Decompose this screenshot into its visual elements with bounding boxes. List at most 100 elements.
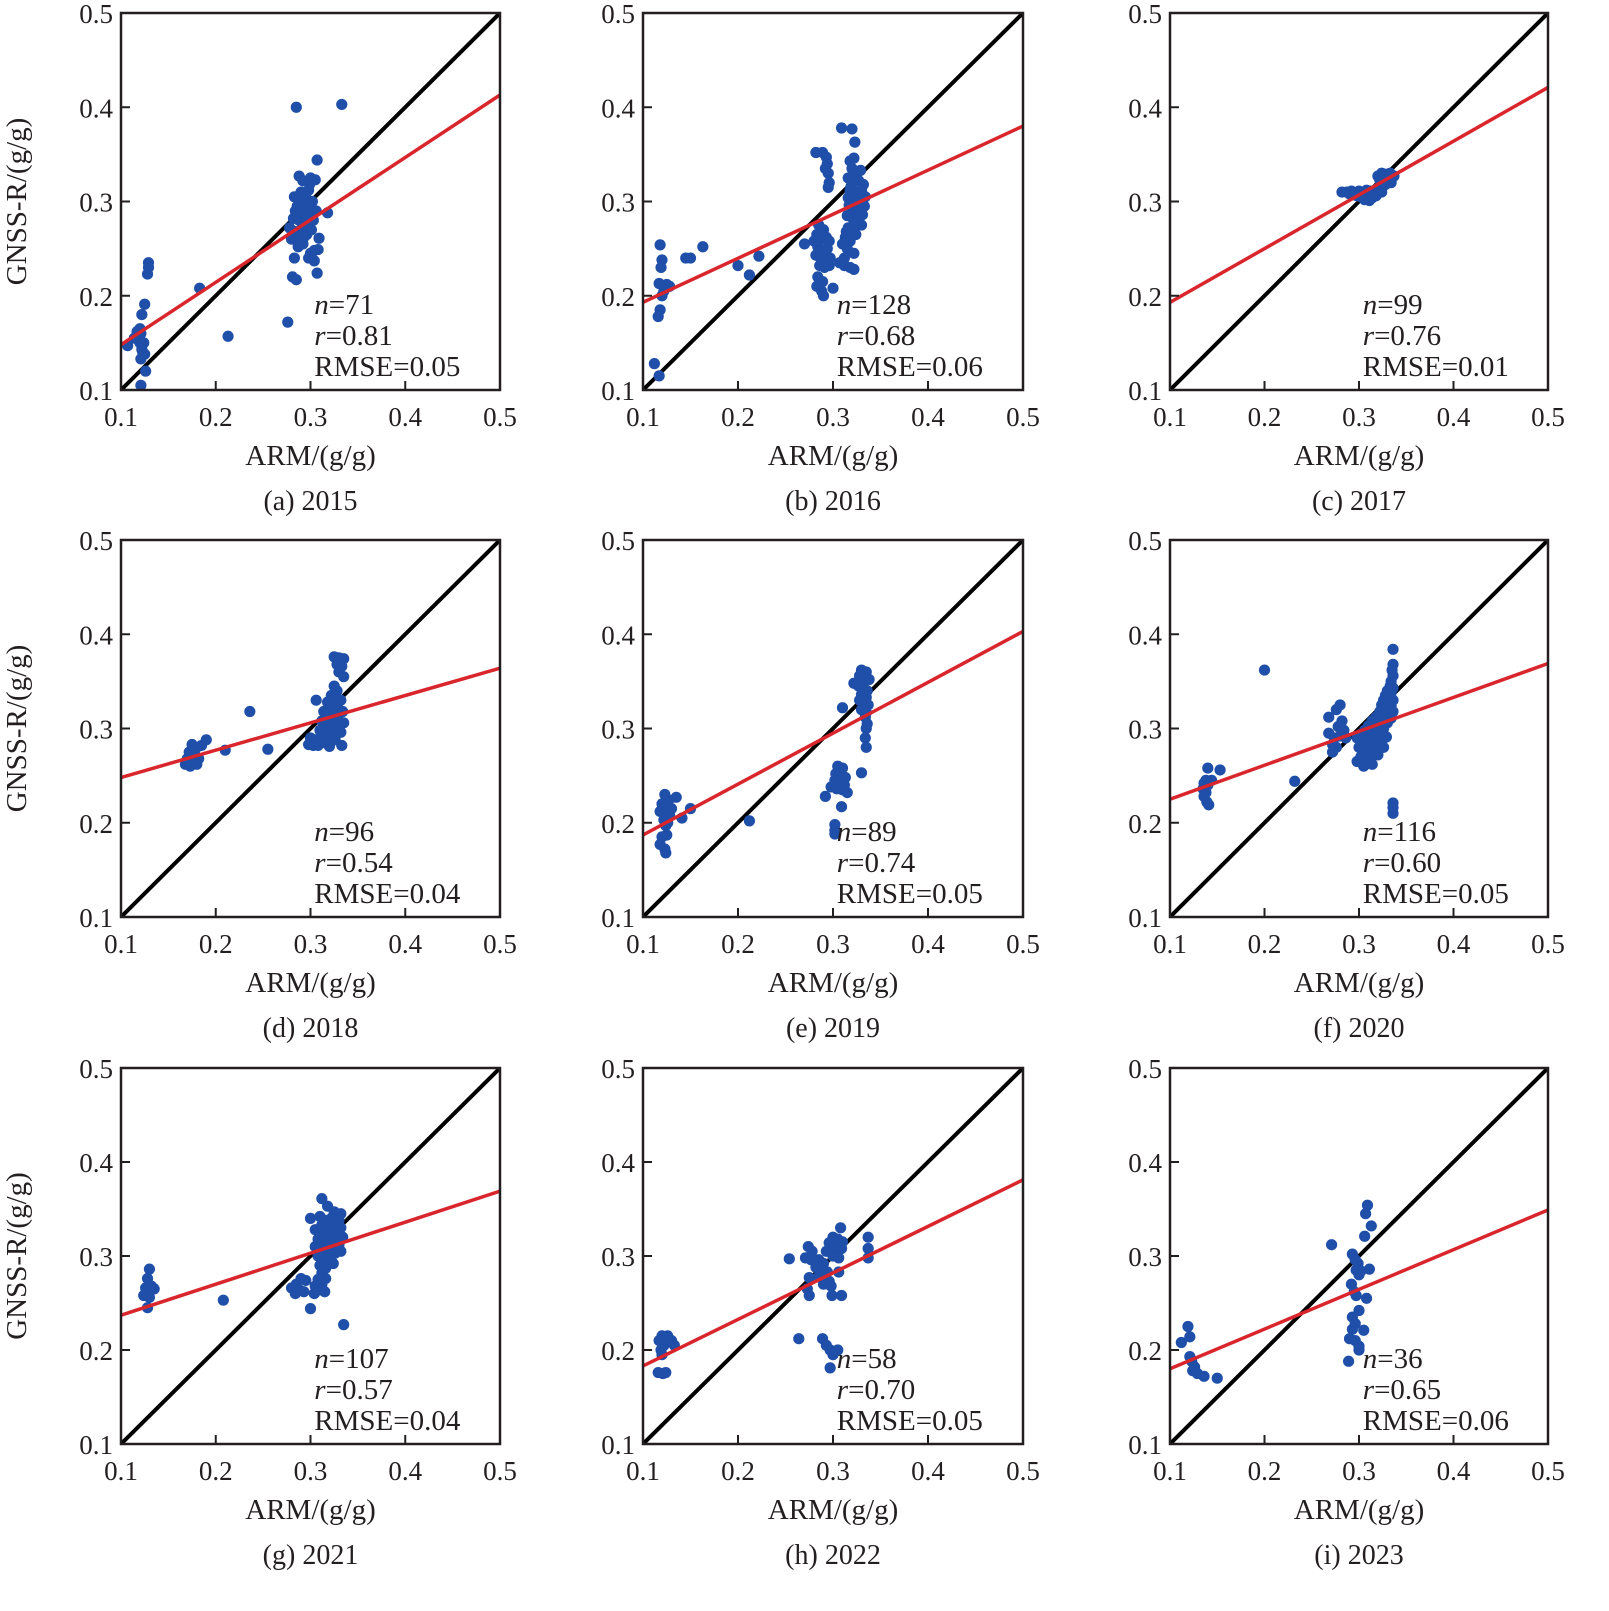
data-point — [821, 243, 833, 255]
data-point — [143, 1263, 156, 1275]
data-point — [1377, 741, 1390, 753]
stat-rmse: RMSE=0.06 — [1363, 1405, 1509, 1437]
x-tick-label: 0.1 — [1153, 929, 1187, 959]
data-point — [1175, 1336, 1187, 1349]
stat-r: r=0.74 — [837, 847, 916, 879]
data-point — [143, 1291, 156, 1303]
x-axis-label: ARM/(g/g) — [245, 967, 376, 999]
data-point — [848, 247, 860, 259]
data-point — [827, 1349, 839, 1361]
x-axis-label: ARM/(g/g) — [1294, 440, 1425, 472]
y-tick-label: 0.3 — [79, 1242, 113, 1272]
x-tick-label: 0.3 — [1342, 929, 1376, 959]
stat-rmse: RMSE=0.01 — [1363, 351, 1509, 383]
data-point — [303, 252, 315, 264]
fit-line — [1170, 85, 1548, 304]
y-tick-label: 0.2 — [1128, 809, 1162, 839]
fit-line — [643, 629, 1023, 837]
data-point — [862, 1242, 874, 1255]
x-tick-label: 0.2 — [199, 1456, 233, 1486]
data-point — [305, 224, 318, 236]
data-point — [1359, 1230, 1371, 1242]
stat-r: r=0.76 — [1363, 320, 1441, 352]
data-point — [244, 705, 256, 718]
panel-caption: (e) 2019 — [786, 1013, 880, 1044]
data-point — [1182, 1320, 1194, 1333]
x-tick-label: 0.4 — [911, 1456, 945, 1486]
x-tick-label: 0.3 — [816, 929, 850, 959]
y-tick-label: 0.1 — [79, 376, 113, 406]
x-tick-label: 0.2 — [1248, 402, 1282, 432]
data-point — [141, 268, 154, 280]
x-tick-label: 0.4 — [388, 1456, 422, 1486]
panel-caption: (f) 2020 — [1314, 1013, 1405, 1044]
panel-caption: (a) 2015 — [263, 486, 357, 517]
data-point — [652, 310, 664, 323]
y-tick-label: 0.3 — [1128, 715, 1162, 745]
data-point — [1289, 775, 1301, 787]
fit-line — [1170, 661, 1548, 801]
stat-n: n=128 — [837, 289, 911, 321]
y-tick-label: 0.2 — [1128, 1336, 1162, 1366]
y-tick-label: 0.5 — [1128, 0, 1162, 29]
data-point — [304, 1212, 317, 1224]
data-point — [1323, 711, 1335, 723]
y-tick-label: 0.5 — [79, 526, 113, 556]
y-tick-label: 0.4 — [1128, 1148, 1162, 1178]
data-point — [298, 1286, 310, 1298]
data-point — [803, 1289, 815, 1302]
data-point — [846, 123, 858, 135]
y-tick-label: 0.4 — [79, 1148, 113, 1178]
panel-c: 0.1 0.2 0.3 0.4 0.5 0.1 0.2 0.3 0.4 0.5 ARM/(g/g) (… — [1128, 0, 1565, 517]
data-point — [743, 815, 756, 827]
data-point — [855, 184, 868, 196]
y-tick-label: 0.3 — [79, 188, 113, 218]
data-point — [648, 358, 661, 370]
panel-caption: (g) 2021 — [263, 1540, 359, 1571]
data-point — [684, 252, 697, 264]
stat-n: n=107 — [314, 1343, 388, 1375]
data-point — [753, 250, 765, 262]
panel-h: 0.1 0.2 0.3 0.4 0.5 0.1 0.2 0.3 0.4 0.5 ARM/(g/g) (… — [601, 1054, 1040, 1571]
x-tick-label: 0.2 — [721, 1456, 755, 1486]
x-axis-label: ARM/(g/g) — [1294, 967, 1425, 999]
data-point — [833, 1252, 845, 1264]
panel-caption: (i) 2023 — [1314, 1540, 1403, 1571]
data-point — [1258, 664, 1271, 676]
data-point — [853, 208, 865, 220]
identity-line — [121, 1068, 500, 1444]
y-tick-label: 0.2 — [601, 809, 635, 839]
stat-r: r=0.81 — [314, 320, 392, 352]
data-point — [860, 741, 872, 753]
data-point — [1346, 1323, 1358, 1335]
x-tick-label: 0.4 — [388, 402, 422, 432]
y-tick-label: 0.3 — [601, 1242, 635, 1272]
scatter-points — [122, 98, 348, 390]
data-point — [825, 1280, 837, 1292]
y-tick-label: 0.3 — [1128, 188, 1162, 218]
y-tick-label: 0.2 — [601, 282, 635, 312]
data-point — [140, 365, 152, 377]
data-point — [1366, 758, 1378, 770]
data-point — [319, 1286, 331, 1298]
x-tick-label: 0.1 — [104, 929, 138, 959]
data-point — [859, 732, 871, 744]
fit-line — [643, 1178, 1023, 1368]
data-point — [803, 1272, 815, 1284]
stat-rmse: RMSE=0.04 — [314, 1405, 461, 1437]
data-point — [1380, 731, 1393, 743]
data-point — [1358, 760, 1370, 772]
y-tick-label: 0.5 — [1128, 1054, 1162, 1084]
scatter-points — [648, 122, 871, 382]
x-tick-label: 0.1 — [626, 929, 660, 959]
data-point — [1343, 1355, 1355, 1367]
y-tick-label: 0.1 — [79, 1430, 113, 1460]
data-point — [137, 346, 149, 358]
data-point — [1361, 1199, 1374, 1211]
data-point — [1358, 1324, 1370, 1336]
data-point — [819, 790, 832, 802]
x-axis-label: ARM/(g/g) — [1294, 1494, 1425, 1526]
stat-r: r=0.57 — [314, 1374, 392, 1406]
data-point — [660, 1366, 672, 1379]
